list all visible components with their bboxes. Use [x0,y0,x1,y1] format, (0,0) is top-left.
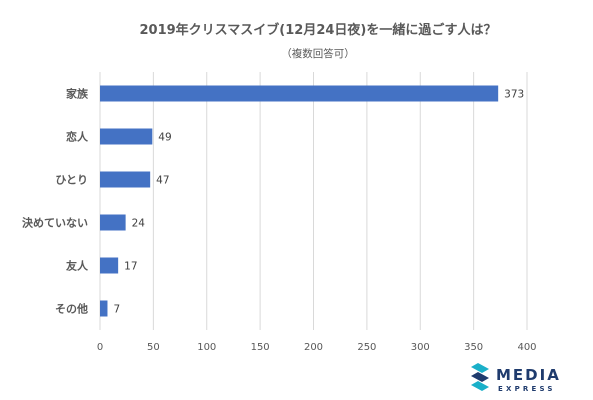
category-label: 決めていない [22,216,88,230]
bar [100,85,499,102]
category-label: 家族 [66,87,89,101]
data-label: 373 [504,89,524,101]
bar [100,171,151,188]
chart-title: 2019年クリスマスイブ(12月24日夜)を一緒に過ごす人は？ [140,22,497,38]
gridlines [99,72,528,330]
media-express-logo: MEDIA EXPRESS [471,363,561,393]
category-label: その他 [55,302,88,316]
data-label: 7 [113,304,120,316]
data-label: 17 [124,261,137,273]
chart-subtitle: （複数回答可） [281,47,355,60]
labels: 0 50 100 150 200 250 300 350 400 家族 373 恋人 49 ひとり 47 決め… [22,87,537,354]
data-label: 24 [132,218,146,230]
category-label: 恋人 [66,130,89,144]
x-tick-label: 200 [304,342,323,353]
x-tick-label: 300 [411,342,430,353]
bar [100,257,119,274]
category-label: ひとり [55,174,88,187]
data-label: 47 [156,175,169,187]
x-tick-label: 50 [147,342,160,353]
x-tick-label: 0 [97,342,103,353]
x-tick-label: 400 [517,342,536,353]
data-label: 49 [158,132,171,144]
logo-text-media: MEDIA [496,366,561,384]
logo-text-express: EXPRESS [498,385,556,393]
category-label: 友人 [66,259,89,273]
bar [100,300,108,317]
bars [100,85,499,317]
x-tick-label: 350 [464,342,483,353]
bar [100,128,153,145]
logo-mark-icon [471,363,489,391]
x-tick-label: 250 [357,342,376,353]
x-tick-label: 150 [251,342,270,353]
bar [100,214,126,231]
x-tick-label: 100 [197,342,216,353]
